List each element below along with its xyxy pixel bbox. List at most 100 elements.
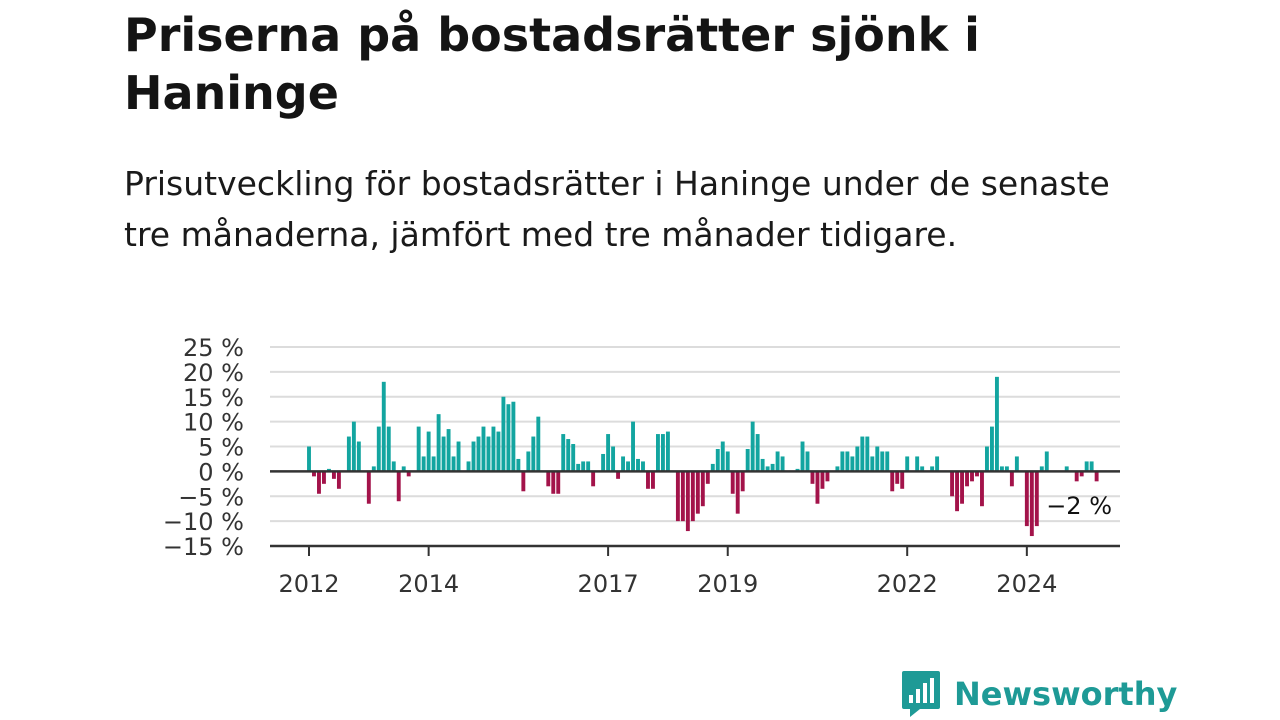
bar [725, 451, 730, 472]
bar [1004, 466, 1009, 472]
bar [491, 426, 496, 472]
x-tick-label: 2012 [278, 570, 339, 598]
axes [270, 470, 1120, 556]
bar [356, 441, 361, 472]
bar [760, 458, 765, 472]
bar [975, 471, 979, 477]
y-tick-label: 15 % [183, 384, 244, 412]
bar [895, 471, 900, 484]
bar [675, 471, 680, 522]
bar [551, 471, 556, 494]
bar [371, 466, 376, 472]
bar [680, 471, 685, 522]
bar [571, 444, 576, 472]
bar [386, 426, 391, 472]
y-tick-label: 10 % [183, 409, 244, 437]
bar [566, 439, 571, 472]
bar [506, 404, 511, 472]
bar [576, 463, 581, 472]
bar [1064, 466, 1069, 472]
x-tick-label: 2019 [697, 570, 758, 598]
bar [456, 441, 461, 472]
bar [665, 431, 670, 472]
bar [800, 441, 805, 472]
bar [1084, 461, 1089, 472]
bar [446, 429, 451, 472]
bar [690, 471, 695, 522]
bar [641, 461, 645, 472]
bar [960, 471, 964, 504]
bar [312, 471, 316, 477]
bar [381, 381, 386, 472]
bar [401, 466, 406, 472]
bar [735, 471, 740, 514]
bar [501, 396, 506, 472]
bar [765, 466, 770, 472]
bar [421, 456, 426, 472]
bar [351, 421, 356, 472]
bar [770, 463, 775, 472]
bar [999, 466, 1004, 472]
bar [317, 471, 321, 494]
bar [611, 446, 616, 472]
bar [970, 471, 974, 482]
bar [1014, 456, 1019, 472]
bar [860, 436, 865, 472]
y-tick-label: −10 % [163, 508, 244, 536]
bar [745, 448, 750, 472]
newsworthy-logo: Newsworthy [900, 668, 1177, 720]
y-tick-label: −5 % [178, 483, 244, 511]
bar [840, 451, 845, 472]
bar [865, 436, 870, 472]
bar [850, 456, 855, 472]
bar [890, 471, 895, 492]
bar [451, 456, 456, 472]
y-tick-label: −15 % [163, 533, 244, 561]
y-tick-label: 0 % [198, 458, 244, 486]
bar [586, 461, 591, 472]
bar [870, 456, 875, 472]
bar [994, 376, 999, 472]
y-tick-label: 25 % [183, 334, 244, 362]
bar [880, 451, 885, 472]
bar [685, 471, 690, 532]
bar [556, 471, 561, 494]
bar [366, 471, 371, 504]
bar [950, 471, 955, 497]
bar [885, 451, 890, 472]
bar [481, 426, 486, 472]
bar [955, 471, 959, 512]
bar [646, 471, 650, 489]
bar [307, 446, 311, 472]
bar [466, 461, 471, 472]
bar [406, 471, 411, 477]
bar [521, 471, 526, 492]
bar [531, 436, 536, 472]
y-tick-label: 5 % [198, 434, 244, 462]
newsworthy-wordmark: Newsworthy [954, 675, 1178, 713]
bar [516, 458, 521, 472]
bar [336, 471, 341, 489]
bar [1074, 471, 1079, 482]
bar [656, 434, 660, 472]
bar [441, 436, 446, 472]
bar [810, 471, 815, 484]
bar [396, 471, 401, 502]
x-tick-label: 2017 [578, 570, 639, 598]
bar [730, 471, 735, 494]
bar [1044, 451, 1049, 472]
bar [376, 426, 381, 472]
bar [750, 421, 755, 472]
bar [715, 448, 720, 472]
x-axis-labels: 2012 2014 2017 2019 2022 2024 [278, 570, 1057, 598]
bar [900, 471, 905, 489]
gridlines [270, 346, 1120, 523]
bar [536, 416, 541, 472]
bar [426, 431, 431, 472]
bar [875, 446, 880, 472]
bar [720, 441, 725, 472]
bar [700, 471, 705, 507]
bar [601, 453, 606, 472]
bar [780, 456, 785, 472]
